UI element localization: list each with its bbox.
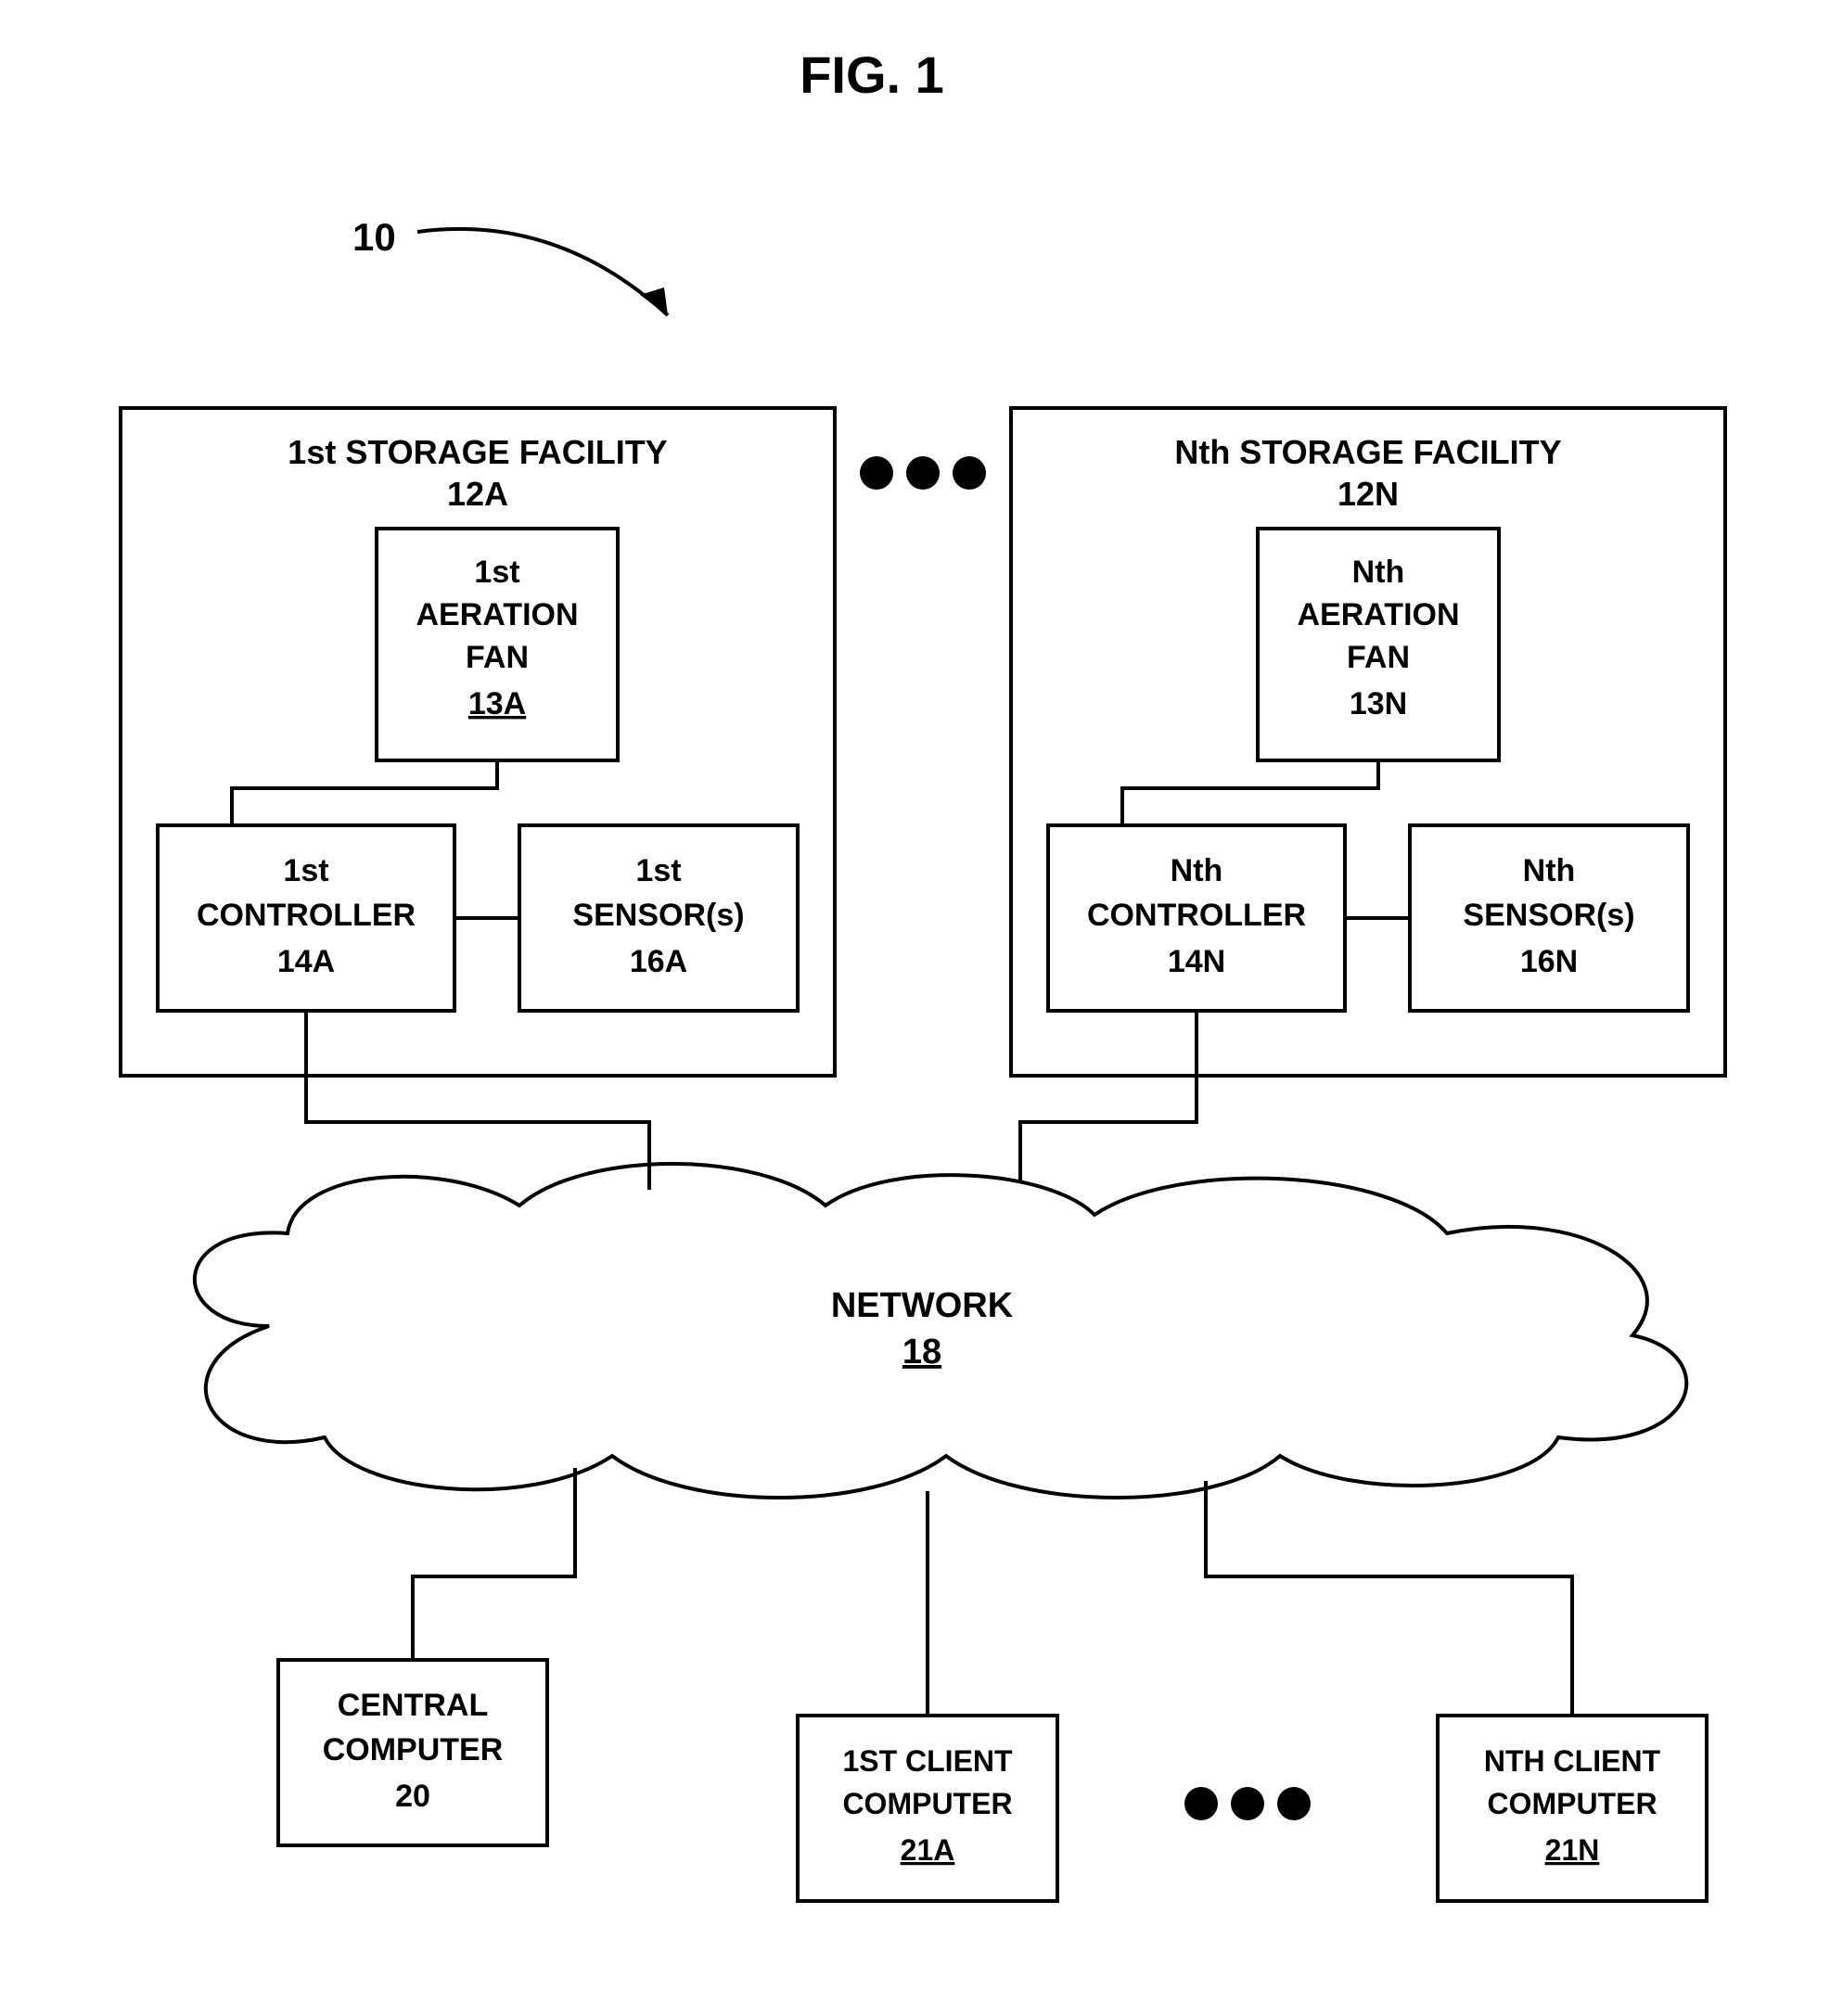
controller-n-line2: CONTROLLER — [1087, 898, 1306, 933]
network-cloud — [195, 1164, 1686, 1498]
figure-ref-number: 10 — [352, 215, 396, 259]
client-1-line1: 1ST CLIENT — [842, 1744, 1013, 1778]
conn-network-clientn — [1206, 1481, 1572, 1716]
network-title: NETWORK — [831, 1286, 1014, 1325]
facility-1-title: 1st STORAGE FACILITY — [288, 433, 667, 471]
sensor-1-id: 16A — [630, 944, 687, 979]
fan-n-line2: AERATION — [1297, 597, 1459, 632]
sensor-n-id: 16N — [1520, 944, 1578, 979]
ellipsis-bottom-dot — [1184, 1787, 1218, 1820]
controller-n-line1: Nth — [1171, 853, 1223, 888]
sensor-1-line1: 1st — [635, 853, 681, 888]
ellipsis-bottom-dot — [1231, 1787, 1264, 1820]
fan-n-id: 13N — [1350, 686, 1407, 721]
fan-1-line1: 1st — [474, 555, 519, 590]
conn-network-central — [413, 1468, 575, 1660]
sensor-n-line1: Nth — [1523, 853, 1576, 888]
fan-1-line2: AERATION — [416, 597, 578, 632]
ellipsis-top-dot — [906, 456, 940, 490]
central-line2: COMPUTER — [323, 1732, 504, 1767]
ellipsis-top-dot — [860, 456, 893, 490]
controller-1-line2: CONTROLLER — [197, 898, 416, 933]
figure-title: FIG. 1 — [800, 45, 944, 104]
fan-1-id: 13A — [468, 686, 526, 721]
facility-1-id: 12A — [447, 475, 508, 513]
ellipsis-top-dot — [953, 456, 986, 490]
fan-n-line3: FAN — [1347, 640, 1410, 675]
central-line1: CENTRAL — [338, 1688, 488, 1723]
client-n-id: 21N — [1545, 1833, 1600, 1867]
client-1-id: 21A — [901, 1833, 955, 1867]
controller-1-line1: 1st — [283, 853, 328, 888]
facility-n-id: 12N — [1337, 475, 1399, 513]
client-n-line1: NTH CLIENT — [1484, 1744, 1661, 1778]
ref-arrow-head — [640, 287, 668, 315]
sensor-1-line2: SENSOR(s) — [572, 898, 744, 933]
network-id: 18 — [902, 1333, 941, 1372]
client-1-line2: COMPUTER — [842, 1787, 1012, 1820]
central-id: 20 — [395, 1779, 430, 1814]
controller-1-id: 14A — [277, 944, 335, 979]
fan-1-line3: FAN — [466, 640, 529, 675]
diagram-canvas: FIG. 1 10 1st STORAGE FACILITY 12A 1st A… — [0, 0, 1843, 2016]
facility-n-title: Nth STORAGE FACILITY — [1174, 433, 1561, 471]
ref-arrow-curve — [417, 229, 668, 315]
sensor-n-line2: SENSOR(s) — [1463, 898, 1634, 933]
controller-n-id: 14N — [1168, 944, 1225, 979]
client-n-line2: COMPUTER — [1487, 1787, 1657, 1820]
fan-n-line1: Nth — [1352, 555, 1405, 590]
ellipsis-bottom-dot — [1277, 1787, 1311, 1820]
